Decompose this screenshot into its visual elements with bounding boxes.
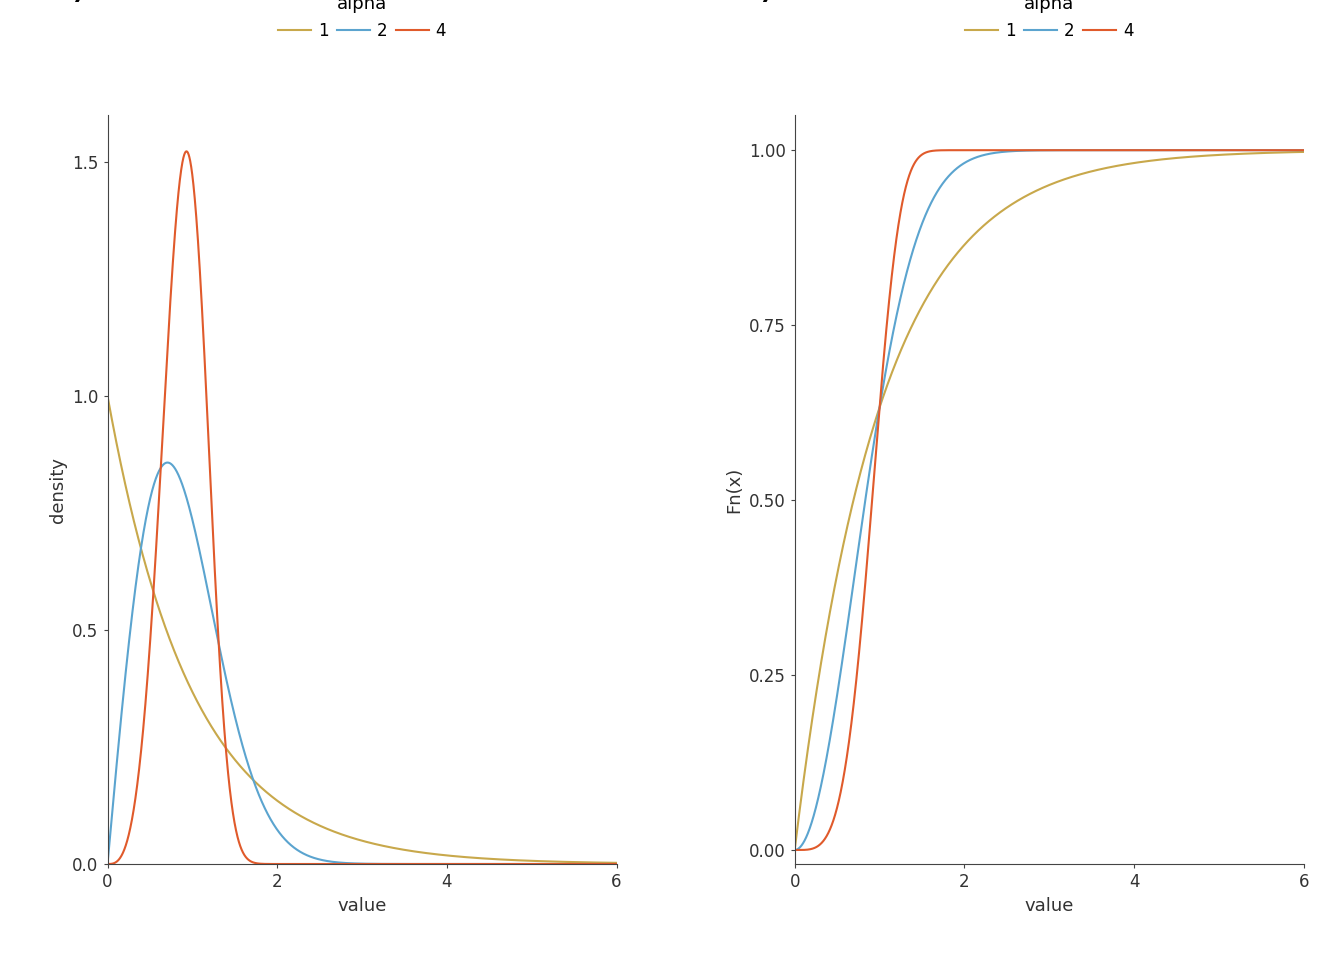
Y-axis label: Fn(x): Fn(x) [726, 467, 743, 513]
Text: a): a) [56, 0, 85, 5]
Legend: 1, 2, 4: 1, 2, 4 [271, 0, 453, 46]
Legend: 1, 2, 4: 1, 2, 4 [958, 0, 1140, 46]
X-axis label: value: value [337, 897, 387, 915]
Text: b): b) [743, 0, 773, 5]
X-axis label: value: value [1024, 897, 1074, 915]
Y-axis label: density: density [48, 457, 67, 522]
